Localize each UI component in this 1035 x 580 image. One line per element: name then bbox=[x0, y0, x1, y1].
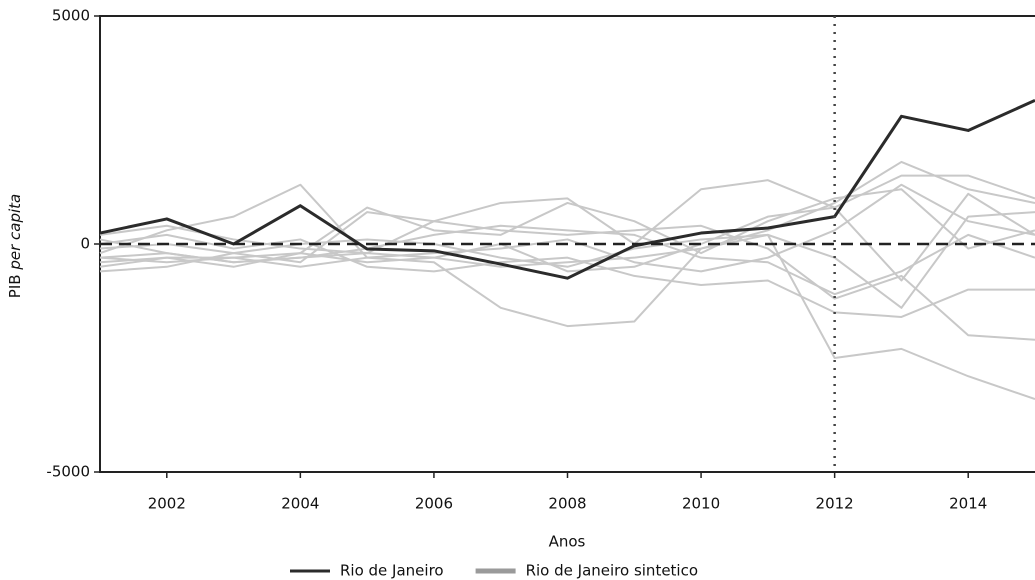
series-line bbox=[99, 233, 1035, 318]
series-line bbox=[99, 160, 1035, 268]
series-line bbox=[99, 224, 1035, 296]
series-line bbox=[99, 211, 1035, 309]
x-tick-label: 2014 bbox=[949, 495, 987, 513]
x-tick-label: 2006 bbox=[415, 495, 453, 513]
y-label-main: PIB bbox=[6, 274, 24, 298]
x-tick-label: 2008 bbox=[548, 495, 586, 513]
series-line bbox=[99, 98, 1035, 280]
y-axis-label: PIB per capita bbox=[6, 194, 24, 298]
legend-label: Rio de Janeiro sintetico bbox=[526, 562, 698, 580]
x-tick-label: 2012 bbox=[816, 495, 854, 513]
y-tick-label: -5000 bbox=[46, 463, 90, 481]
series-line bbox=[99, 188, 1035, 268]
y-tick-label: 0 bbox=[80, 235, 90, 253]
x-tick-label: 2010 bbox=[682, 495, 720, 513]
series-line bbox=[99, 220, 1035, 341]
x-axis-label: Anos bbox=[549, 533, 586, 551]
series-line bbox=[99, 174, 1035, 273]
series-line bbox=[99, 183, 1035, 400]
y-label-italic: per capita bbox=[6, 194, 24, 271]
x-tick-label: 2002 bbox=[148, 495, 186, 513]
y-tick-label: 5000 bbox=[52, 7, 90, 25]
legend-label: Rio de Janeiro bbox=[340, 562, 444, 580]
x-tick-label: 2004 bbox=[281, 495, 319, 513]
